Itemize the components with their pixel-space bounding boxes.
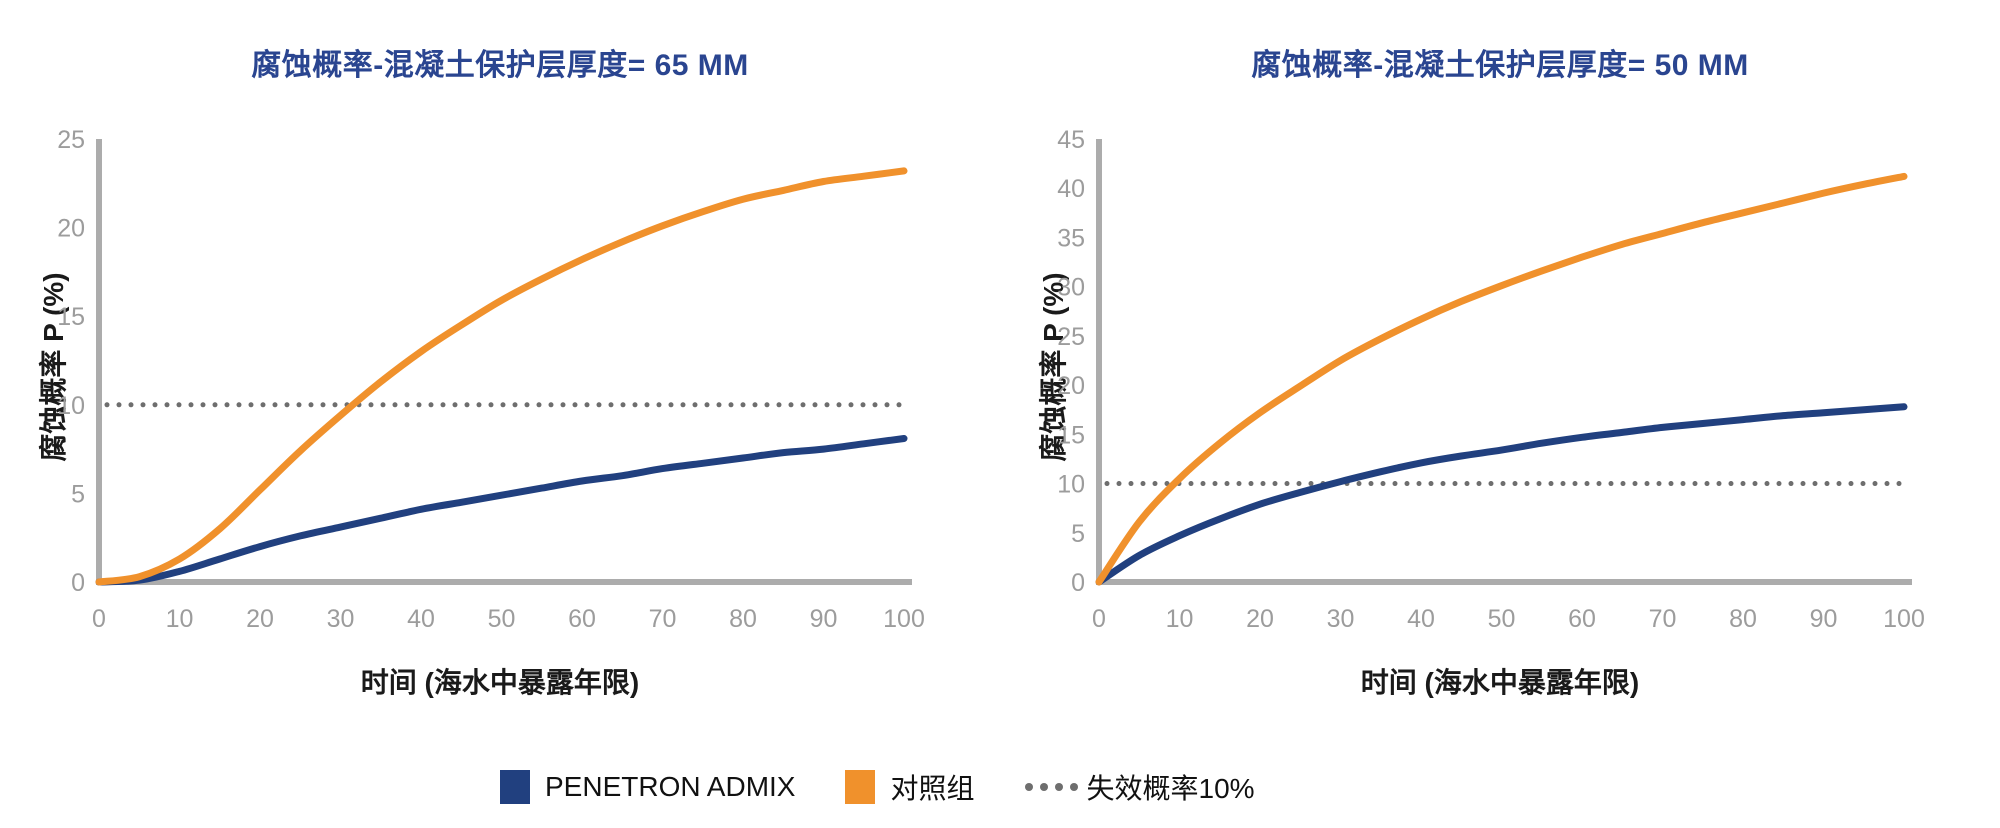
x-tick-label: 100	[883, 605, 924, 633]
dot-icon	[1054, 783, 1063, 791]
x-tick-label: 20	[1246, 605, 1274, 633]
charts-row: 腐蚀概率-混凝土保护层厚度= 65 MM 腐蚀概率 P (%) 0 5 10 15 20…	[0, 0, 2000, 701]
dot-icon	[1069, 783, 1078, 791]
chart-50mm-x-axis-title: 时间 (海水中暴露年限)	[1360, 667, 1640, 698]
legend: PENETRON ADMIX 对照组 失效概率10%	[500, 767, 2000, 807]
chart-65mm-body: 腐蚀概率 P (%) 0 5 10 15 20 25 0 10 20 30 40 50 60 70 80 90…	[0, 127, 1000, 647]
penetron-swatch-icon	[500, 770, 530, 804]
legend-label-threshold: 失效概率10%	[1086, 773, 1255, 804]
y-tick-label: 40	[1057, 175, 1085, 203]
x-tick-label: 0	[92, 605, 106, 633]
legend-item-penetron: PENETRON ADMIX	[500, 770, 795, 804]
x-tick-label: 60	[568, 605, 596, 633]
series-line-control	[1095, 172, 1908, 586]
x-tick-label: 70	[1649, 605, 1677, 633]
chart-50mm-plot: 0 5 10 15 20 25 30 35 40 45 0 10 20 30 40 50 60 70 80 90 100	[1057, 127, 1924, 633]
y-tick-label: 10	[1057, 471, 1085, 499]
chart-65mm-title: 腐蚀概率-混凝土保护层厚度= 65 MM	[251, 49, 749, 82]
chart-50mm-title: 腐蚀概率-混凝土保护层厚度= 50 MM	[1251, 49, 1749, 82]
legend-item-threshold: 失效概率10%	[1024, 767, 1255, 807]
x-tick-label: 30	[327, 605, 355, 633]
y-tick-label: 5	[1071, 520, 1085, 548]
x-tick-label: 40	[407, 605, 435, 633]
y-tick-label: 35	[1057, 224, 1085, 252]
x-tick-label: 90	[810, 605, 838, 633]
x-tick-label: 10	[166, 605, 194, 633]
y-tick-label: 10	[57, 392, 85, 420]
legend-label-penetron: PENETRON ADMIX	[545, 771, 796, 802]
legend-label-control: 对照组	[890, 773, 975, 804]
chart-65mm-plot: 0 5 10 15 20 25 0 10 20 30 40 50 60 70 80 90 100	[57, 127, 924, 633]
x-tick-label: 10	[1166, 605, 1194, 633]
x-tick-label: 60	[1568, 605, 1596, 633]
y-tick-label: 30	[1057, 274, 1085, 302]
x-tick-label: 20	[246, 605, 274, 633]
dotted-line-icon	[1024, 783, 1085, 791]
y-tick-label: 15	[57, 303, 85, 331]
y-tick-label: 25	[57, 127, 85, 154]
x-tick-label: 80	[729, 605, 757, 633]
chart-65mm-x-axis-title: 时间 (海水中暴露年限)	[360, 667, 640, 698]
y-tick-label: 0	[1071, 569, 1085, 597]
x-tick-label: 90	[1810, 605, 1838, 633]
x-tick-label: 80	[1729, 605, 1757, 633]
y-tick-label: 5	[71, 480, 85, 508]
chart-50mm: 腐蚀概率-混凝土保护层厚度= 50 MM 腐蚀概率 P (%) 0 5 10 15 20…	[1000, 0, 2000, 701]
chart-65mm: 腐蚀概率-混凝土保护层厚度= 65 MM 腐蚀概率 P (%) 0 5 10 15 20…	[0, 0, 1000, 701]
y-tick-label: 0	[71, 569, 85, 597]
y-tick-label: 20	[1057, 372, 1085, 400]
x-tick-label: 40	[1407, 605, 1435, 633]
legend-item-control: 对照组	[845, 767, 975, 807]
y-tick-label: 15	[1057, 421, 1085, 449]
dot-icon	[1024, 783, 1033, 791]
control-swatch-icon	[845, 770, 876, 804]
x-tick-label: 0	[1092, 605, 1106, 633]
series-line-penetron-admix	[95, 435, 908, 586]
series-line-penetron-admix	[1095, 403, 1908, 586]
x-tick-label: 70	[649, 605, 677, 633]
y-tick-label: 20	[57, 215, 85, 243]
y-tick-label: 45	[1057, 127, 1085, 154]
x-tick-label: 50	[488, 605, 516, 633]
series-line-control	[95, 167, 908, 586]
chart-50mm-body: 腐蚀概率 P (%) 0 5 10 15 20 25 30 35 40 45 0 10 20 30 40 50…	[1000, 127, 2000, 647]
x-tick-label: 50	[1488, 605, 1516, 633]
x-tick-label: 30	[1327, 605, 1355, 633]
x-tick-label: 100	[1883, 605, 1924, 633]
dot-icon	[1039, 783, 1048, 791]
axis-lines	[96, 139, 912, 585]
y-tick-label: 25	[1057, 323, 1085, 351]
